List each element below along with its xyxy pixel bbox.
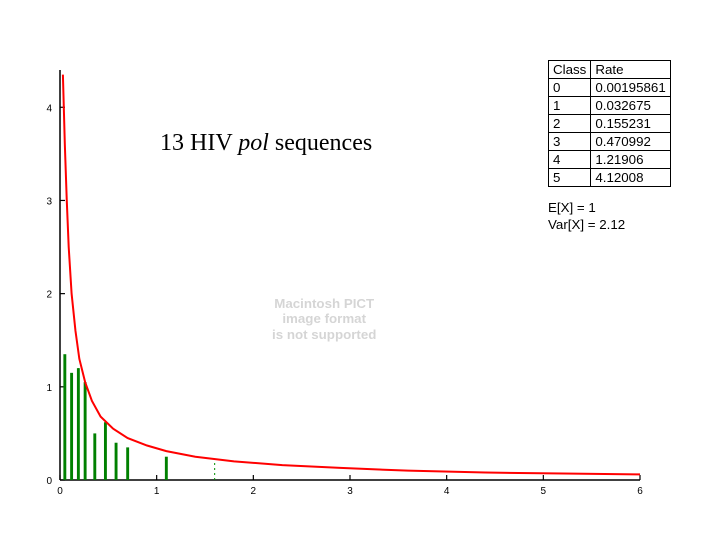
table-cell: 0.032675 [591, 97, 670, 115]
rate-table: ClassRate00.0019586110.03267520.15523130… [548, 60, 671, 187]
svg-text:3: 3 [347, 486, 353, 497]
title-italic: pol [238, 130, 269, 156]
table-row: 54.12008 [549, 169, 671, 187]
table-row: 00.00195861 [549, 79, 671, 97]
table-cell: 0.155231 [591, 115, 670, 133]
svg-text:3: 3 [46, 196, 52, 207]
svg-text:1: 1 [46, 383, 52, 394]
table-cell: 4 [549, 151, 591, 169]
table-row: 10.032675 [549, 97, 671, 115]
table-cell: 0 [549, 79, 591, 97]
table-cell: 5 [549, 169, 591, 187]
stats-line: Var[X] = 2.12 [548, 217, 625, 234]
table-cell: 1 [549, 97, 591, 115]
svg-text:6: 6 [637, 486, 643, 497]
table-row: 30.470992 [549, 133, 671, 151]
stats-line: E[X] = 1 [548, 200, 625, 217]
svg-text:4: 4 [444, 486, 450, 497]
svg-text:2: 2 [251, 486, 257, 497]
svg-text:0: 0 [46, 476, 52, 487]
table-cell: 2 [549, 115, 591, 133]
table-row: 41.21906 [549, 151, 671, 169]
stats-block: E[X] = 1Var[X] = 2.12 [548, 200, 625, 233]
table-cell: 0.00195861 [591, 79, 670, 97]
table-cell: 4.12008 [591, 169, 670, 187]
title-post: sequences [269, 130, 372, 156]
table-header: Rate [591, 61, 670, 79]
svg-text:2: 2 [46, 290, 52, 301]
svg-text:5: 5 [541, 486, 547, 497]
table-cell: 0.470992 [591, 133, 670, 151]
table-row: 20.155231 [549, 115, 671, 133]
table-cell: 3 [549, 133, 591, 151]
svg-text:4: 4 [46, 103, 52, 114]
svg-text:0: 0 [57, 486, 63, 497]
table-cell: 1.21906 [591, 151, 670, 169]
table-header: Class [549, 61, 591, 79]
svg-text:1: 1 [154, 486, 160, 497]
title-pre: 13 HIV [160, 130, 238, 156]
chart-title: 13 HIV pol sequences [160, 130, 372, 157]
